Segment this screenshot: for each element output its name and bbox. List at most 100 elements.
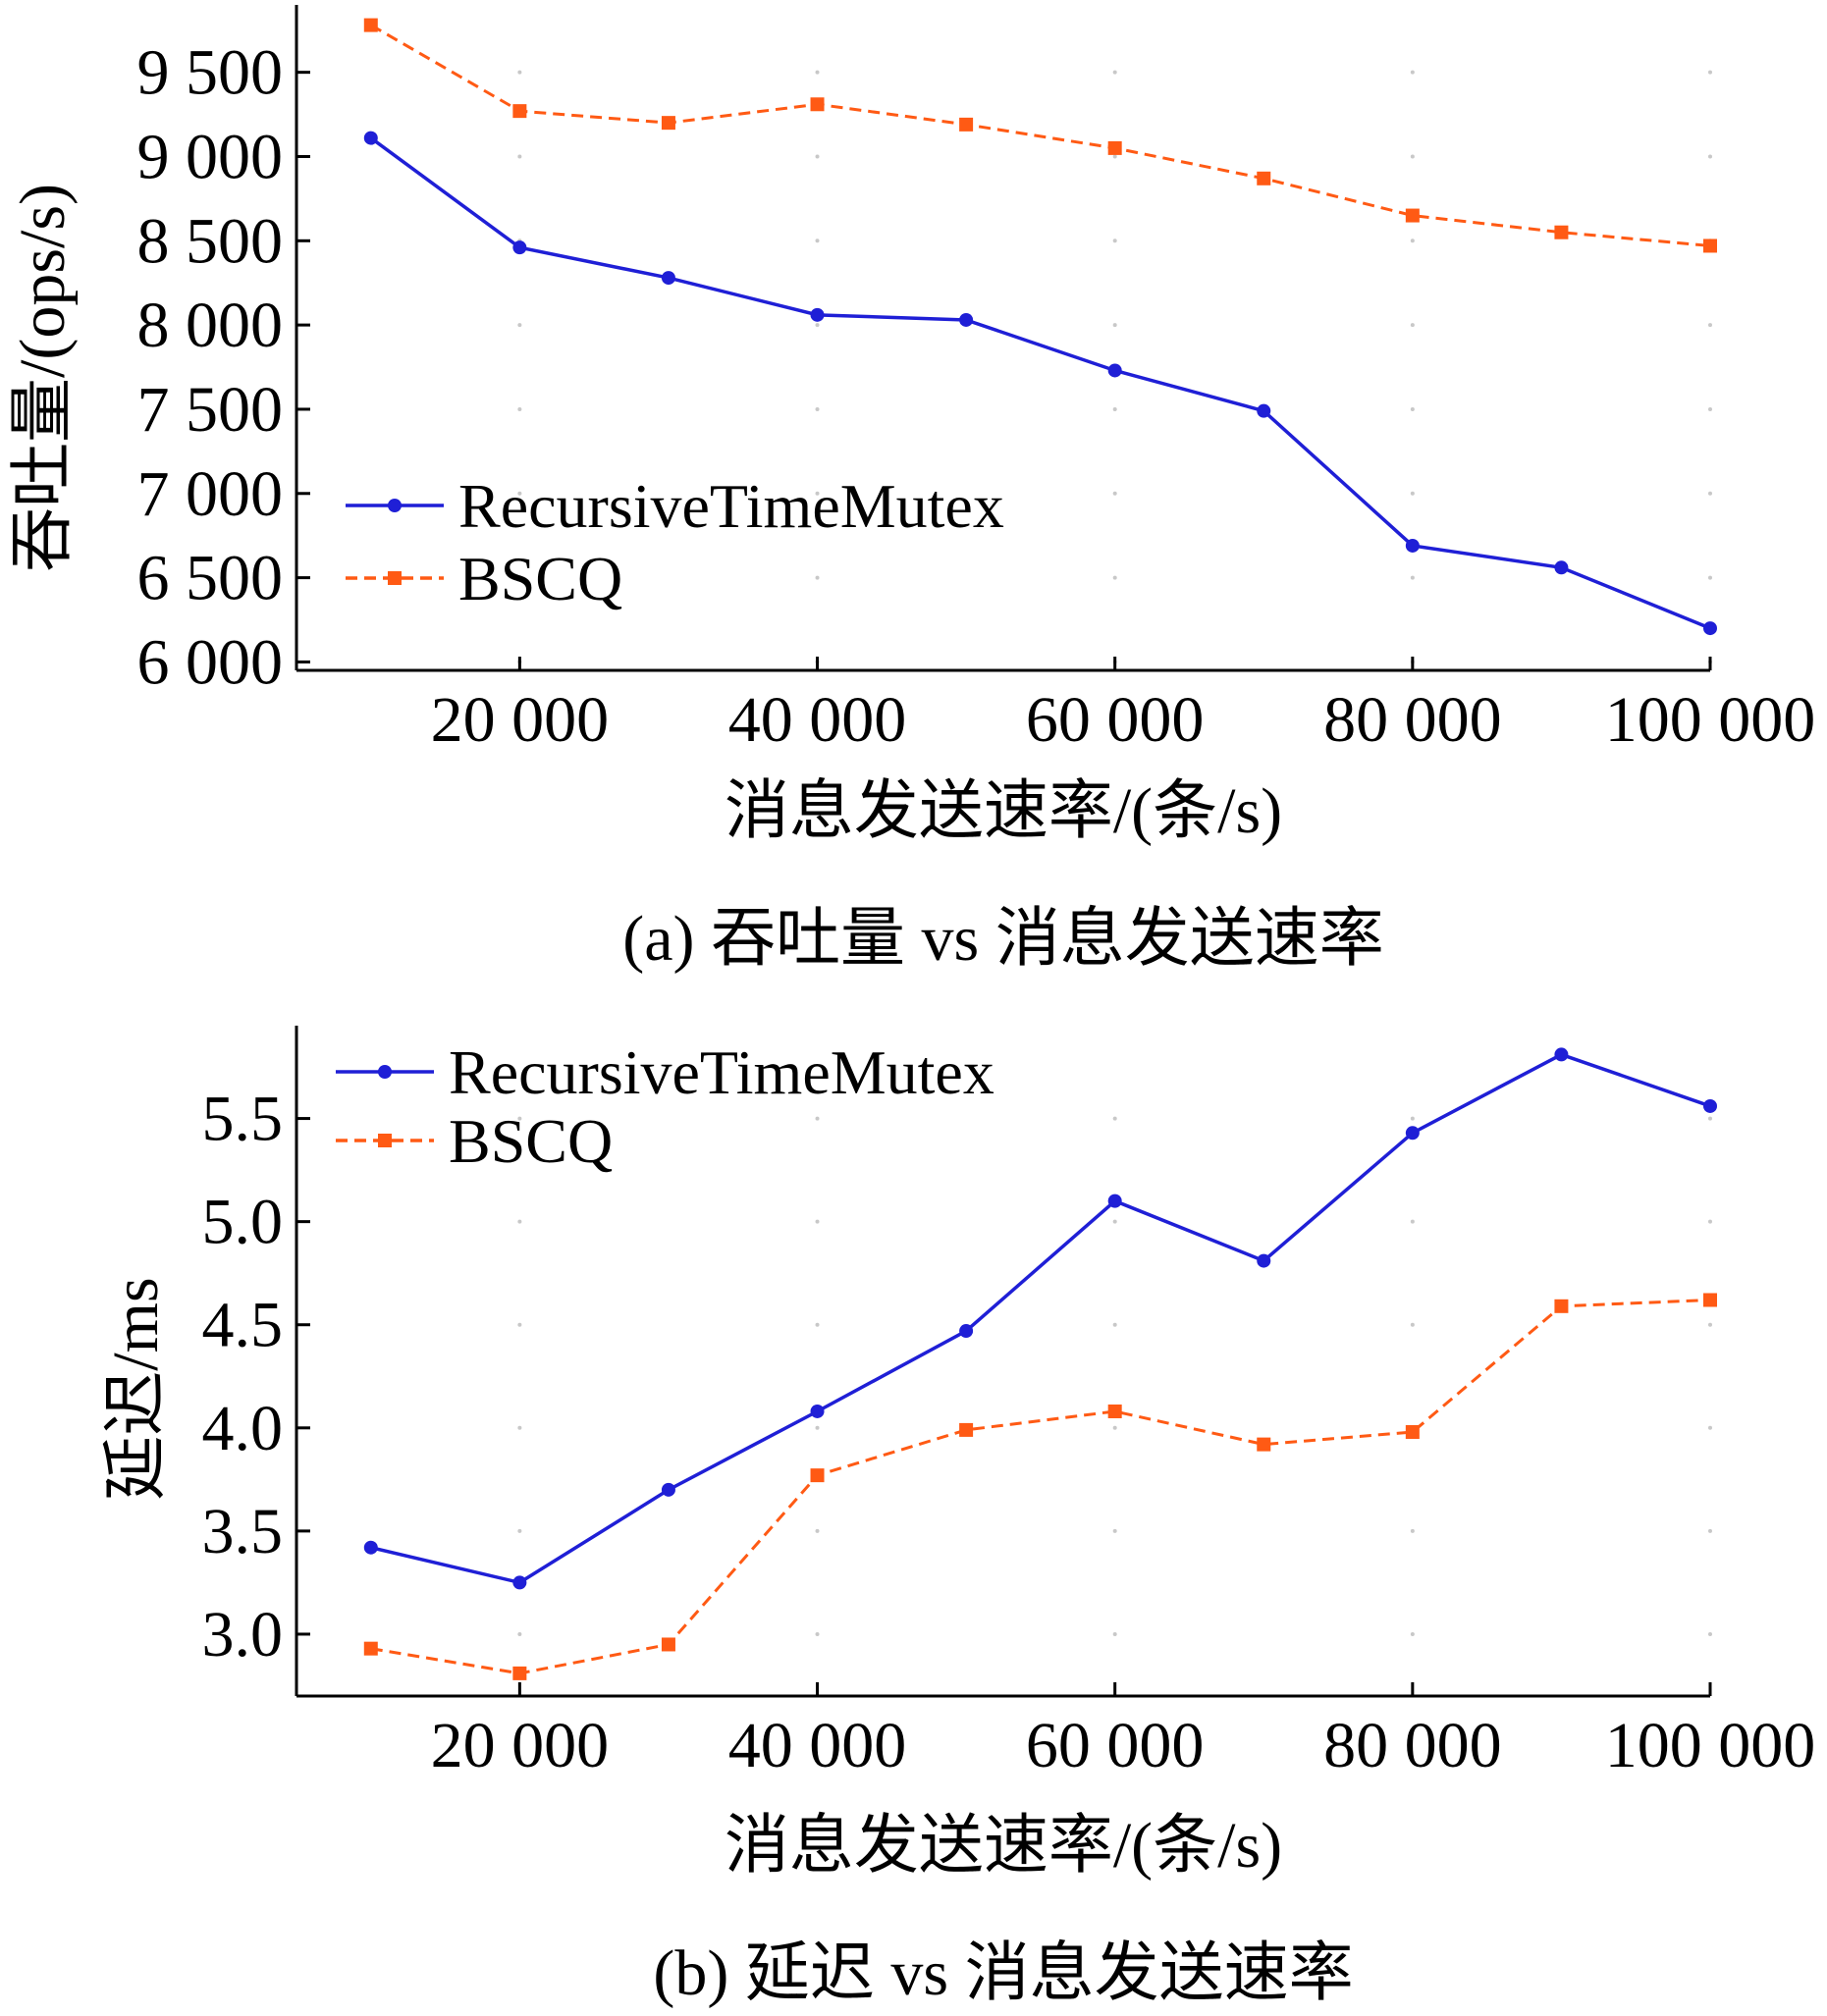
y-tick-label: 7 500: [137, 374, 284, 446]
grid-dot: [815, 491, 820, 496]
x-tick-label: 100 000: [1605, 1710, 1816, 1781]
x-ticks: 20 000 40 000 60 000 80 000 100 000: [431, 1682, 1816, 1781]
grid-dot: [1410, 1631, 1415, 1636]
chart-caption: (b) 延迟 vs 消息发送速率: [653, 1937, 1353, 2009]
grid-dot: [1708, 1528, 1712, 1533]
grid-dot: [815, 323, 820, 328]
x-ticks: 20 000 40 000 60 000 80 000 100 000: [431, 657, 1816, 756]
grid-dot: [1112, 323, 1117, 328]
data-point: [512, 1666, 527, 1680]
data-point: [1257, 1437, 1271, 1452]
grid-dot: [1410, 1322, 1415, 1327]
data-point: [959, 312, 974, 327]
data-point: [512, 1575, 527, 1590]
y-tick-label: 6 500: [137, 543, 284, 614]
grid-dot: [815, 154, 820, 159]
grid-dot: [1708, 406, 1712, 411]
grid-dot: [517, 1631, 522, 1636]
grid-dot: [1708, 1425, 1712, 1430]
legend-marker: [378, 1065, 392, 1079]
data-point: [810, 1404, 825, 1418]
x-tick-label: 60 000: [1026, 684, 1205, 756]
x-tick-label: 100 000: [1605, 684, 1816, 756]
grid-dot: [1410, 323, 1415, 328]
grid-dot: [517, 70, 522, 75]
y-tick-label: 7 000: [137, 458, 284, 530]
data-point: [959, 1324, 974, 1339]
grid-dot: [1410, 1116, 1415, 1121]
x-tick-label: 20 000: [431, 684, 610, 756]
series-line: [369, 136, 1711, 630]
legend-label: BSCQ: [458, 544, 622, 613]
series-group: [363, 18, 1717, 636]
x-tick-label: 40 000: [728, 684, 907, 756]
y-tick-label: 4.5: [202, 1290, 284, 1361]
grid-dot: [815, 406, 820, 411]
grid-dot: [815, 1322, 820, 1327]
data-point: [661, 1482, 675, 1497]
series-group: [363, 1047, 1717, 1680]
data-point: [959, 117, 974, 132]
data-point: [810, 1468, 825, 1483]
y-axis-title: 吞吐量/(ops/s): [7, 184, 79, 572]
y-tick-label: 9 000: [137, 121, 284, 192]
data-point: [1107, 1194, 1122, 1208]
grid-dot: [1708, 154, 1712, 159]
data-point: [512, 240, 527, 255]
data-point: [661, 271, 675, 286]
data-point: [1554, 1299, 1569, 1313]
grid-dot: [517, 1425, 522, 1430]
chart-caption: (a) 吞吐量 vs 消息发送速率: [622, 903, 1383, 975]
legend-marker: [388, 571, 402, 585]
grid-dot: [1112, 1425, 1117, 1430]
grid-dot: [1112, 1322, 1117, 1327]
data-point: [512, 104, 527, 119]
axes: [295, 5, 1710, 672]
grid-dot: [1410, 154, 1415, 159]
grid-dot: [1708, 1631, 1712, 1636]
grid-dot: [815, 1425, 820, 1430]
data-point: [661, 116, 675, 131]
data-point: [1554, 560, 1569, 575]
grid-dot: [1410, 406, 1415, 411]
y-tick-label: 5.5: [202, 1084, 284, 1155]
data-point: [810, 97, 825, 112]
legend-marker: [378, 1134, 392, 1147]
grid-dot: [517, 1528, 522, 1533]
legend-label: RecursiveTimeMutex: [458, 471, 1004, 541]
grid-dot: [1112, 154, 1117, 159]
grid-dot: [815, 70, 820, 75]
grid-dot: [1708, 1116, 1712, 1121]
grid-dot: [1410, 1528, 1415, 1533]
grid-dot: [1410, 1219, 1415, 1224]
y-tick-label: 8 000: [137, 290, 284, 361]
grid-dot: [1410, 491, 1415, 496]
grid-dot: [517, 406, 522, 411]
series-line: [370, 1299, 1711, 1675]
x-axis-title: 消息发送速率/(条/s): [725, 775, 1282, 847]
grid-dot: [517, 575, 522, 580]
data-point: [1107, 363, 1122, 378]
grid-dot: [1112, 491, 1117, 496]
data-point: [1703, 239, 1717, 253]
grid-dot: [1708, 1322, 1712, 1327]
grid-dot: [517, 491, 522, 496]
data-point: [363, 1641, 378, 1656]
x-tick-label: 80 000: [1323, 684, 1502, 756]
grid-dot: [1708, 491, 1712, 496]
grid-dot: [1708, 323, 1712, 328]
data-point: [1554, 1047, 1569, 1062]
y-tick-label: 6 000: [137, 626, 284, 698]
grid-dot: [1112, 1219, 1117, 1224]
grid-dot: [517, 1219, 522, 1224]
grid-dot: [517, 323, 522, 328]
data-point: [1703, 1098, 1717, 1113]
grid-dot: [815, 1219, 820, 1224]
y-tick-label: 8 500: [137, 205, 284, 277]
series-line: [370, 1052, 1711, 1585]
y-tick-label: 4.0: [202, 1393, 284, 1464]
data-point: [1107, 140, 1122, 155]
